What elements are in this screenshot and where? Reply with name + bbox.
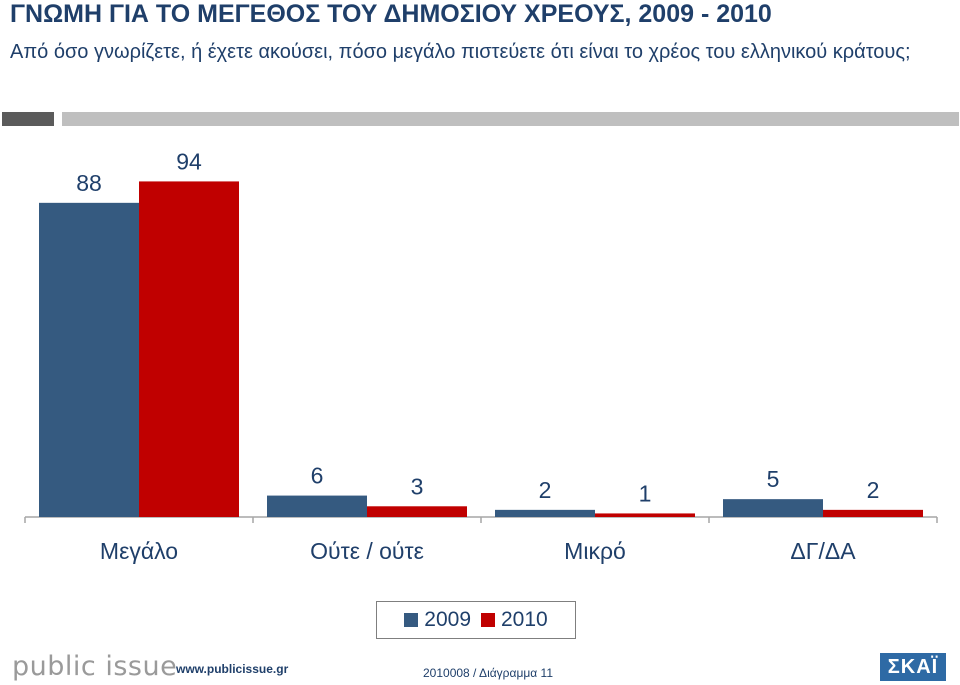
data-label-2010-0: 94 [176, 148, 202, 174]
bar-2010-1 [367, 506, 467, 517]
chart-legend: 2009 2010 [376, 601, 576, 639]
skai-logo: ΣΚΑΪ [880, 653, 946, 681]
footer-reference: 2010008 / Διάγραμμα 11 [423, 666, 553, 680]
bar-2009-2 [495, 509, 595, 517]
bar-2009-0 [39, 202, 139, 517]
data-label-2009-2: 2 [539, 477, 552, 503]
category-label-2: Μικρό [564, 538, 626, 564]
header-divider-dark [2, 112, 54, 126]
legend-item-2010: 2010 [481, 608, 548, 632]
header-divider-light [62, 112, 959, 126]
bar-2009-3 [723, 499, 823, 517]
legend-label-2009: 2009 [424, 608, 471, 631]
data-label-2009-3: 5 [767, 466, 780, 492]
legend-swatch-2010 [481, 613, 495, 627]
data-label-2009-0: 88 [76, 170, 102, 196]
data-label-2010-2: 1 [639, 480, 652, 506]
legend-item-2009: 2009 [404, 608, 471, 632]
bar-2010-3 [823, 509, 923, 517]
category-label-1: Ούτε / ούτε [310, 538, 424, 564]
data-label-2009-1: 6 [311, 463, 324, 489]
legend-label-2010: 2010 [501, 608, 548, 631]
data-label-2010-1: 3 [411, 473, 424, 499]
category-label-3: ΔΓ/ΔΑ [790, 538, 856, 564]
legend-swatch-2009 [404, 613, 419, 627]
footer-url: www.publicissue.gr [176, 662, 289, 676]
question-text: Από όσο γνωρίζετε, ή έχετε ακούσει, πόσο… [10, 41, 911, 63]
public-issue-logo: public issue [12, 651, 178, 682]
bar-2010-2 [595, 513, 695, 517]
page-title: ΓΝΩΜΗ ΓΙΑ ΤΟ ΜΕΓΕΘΟΣ ΤΟΥ ΔΗΜΟΣΙΟΥ ΧΡΕΟΥΣ… [10, 0, 772, 28]
bar-2010-0 [139, 181, 239, 518]
bar-2009-1 [267, 495, 367, 517]
category-label-0: Μεγάλο [100, 538, 178, 564]
data-label-2010-3: 2 [867, 477, 880, 503]
